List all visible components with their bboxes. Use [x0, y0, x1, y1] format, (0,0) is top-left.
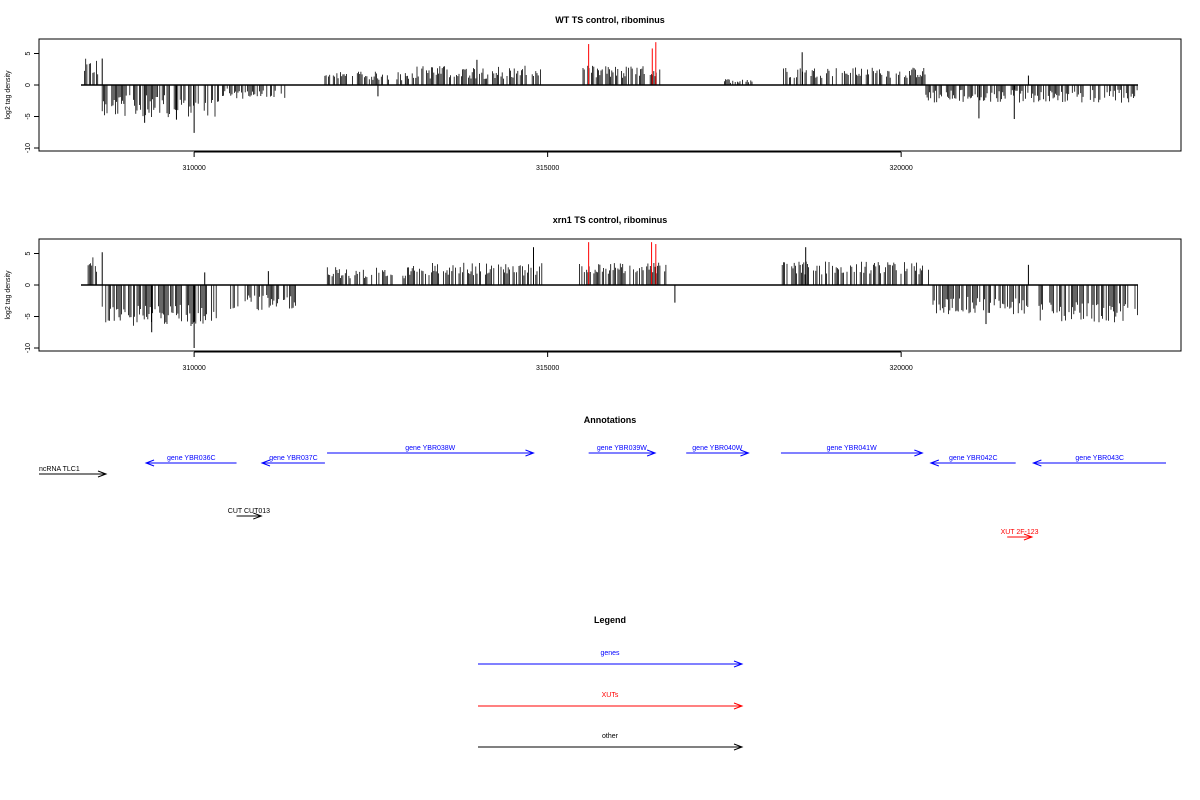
feature-label: gene YBR036C: [167, 455, 216, 462]
legend-label: other: [602, 733, 619, 740]
legend-arrow: [478, 744, 742, 750]
feature-label: gene YBR041W: [827, 445, 877, 452]
x-tick-label: 315000: [536, 365, 559, 372]
feature-label: gene YBR039W: [597, 445, 647, 452]
legend-arrow: [478, 703, 742, 709]
feature-label: gene YBR037C: [269, 455, 318, 462]
annotations-panel: Annotations ncRNA TLC1 gene YBR036C gene YB…: [39, 415, 1166, 540]
chart-title: xrn1 TS control, ribominus: [553, 215, 668, 225]
legend-arrow: [478, 661, 742, 667]
feature-label: gene YBR038W: [405, 445, 455, 452]
plot-frame: [39, 39, 1181, 151]
y-tick-label: 0: [25, 283, 32, 287]
feature-label: CUT CUT013: [228, 508, 270, 515]
legend-label: XUTs: [602, 692, 619, 699]
y-tick-label: -5: [25, 313, 32, 319]
y-tick-label: 0: [25, 83, 32, 87]
xrn1-track-panel: xrn1 TS control, ribominus 5 0 -5 -10 log2 ta…: [5, 215, 1181, 372]
y-axis-label: log2 tag density: [5, 270, 12, 320]
annotations-title: Annotations: [584, 415, 637, 425]
density-bars: [88, 242, 1137, 348]
y-tick-label: 5: [25, 51, 32, 55]
y-tick-label: 5: [25, 251, 32, 255]
x-tick-label: 320000: [889, 165, 912, 172]
x-tick-label: 315000: [536, 165, 559, 172]
y-tick-label: -5: [25, 113, 32, 119]
feature-label: ncRNA TLC1: [39, 466, 80, 473]
wt-track-panel: WT TS control, ribominus 5 0 -5 -10 log2 tag …: [5, 15, 1181, 172]
y-tick-label: -10: [25, 143, 32, 153]
legend-panel: Legend genes XUTs other: [478, 615, 742, 750]
chart-title: WT TS control, ribominus: [555, 15, 665, 25]
feature-label: XUT 2F-123: [1001, 529, 1039, 536]
feature-label: gene YBR043C: [1075, 455, 1124, 462]
x-tick-label: 310000: [182, 165, 205, 172]
feature-label: gene YBR042C: [949, 455, 998, 462]
density-bars: [85, 42, 1138, 133]
y-tick-label: -10: [25, 343, 32, 353]
y-axis-label: log2 tag density: [5, 70, 12, 120]
legend-title: Legend: [594, 615, 626, 625]
x-tick-label: 310000: [182, 365, 205, 372]
x-tick-label: 320000: [889, 365, 912, 372]
feature-label: gene YBR040W: [692, 445, 742, 452]
legend-label: genes: [600, 650, 620, 657]
